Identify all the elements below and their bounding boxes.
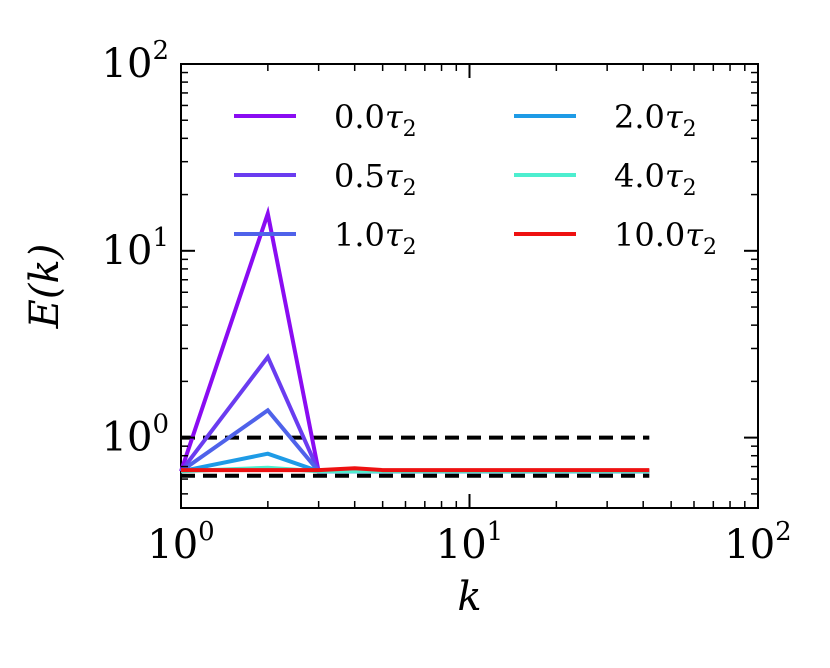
legend-label: 10.0τ2 [614,216,717,260]
x-axis-label: k [457,574,481,620]
series-line-1-0 [179,407,650,474]
x-tick-label: 102 [724,517,791,568]
x-tick-label: 101 [436,517,503,568]
y-tick-label: 100 [102,410,169,461]
axes: 100 101 102 100 101 102 k E(k) [22,36,792,620]
y-tick-label: 102 [102,36,169,87]
legend-label: 2.0τ2 [614,98,697,142]
reference-lines [181,435,650,478]
series-line-0-5 [179,353,650,474]
legend-label: 0.5τ2 [334,157,417,201]
series-lines [179,205,650,474]
legend-label: 1.0τ2 [334,216,417,260]
y-tick-label: 101 [102,223,169,274]
x-tick-label: 100 [147,517,214,568]
legend-label: 0.0τ2 [334,98,417,142]
legend-label: 4.0τ2 [614,157,697,201]
y-axis-label: E(k) [22,244,68,330]
series-line-10-0 [181,466,650,473]
legend: 0.0τ2 0.5τ2 1.0τ2 2.0τ2 4.0τ2 10.0τ2 [234,98,717,260]
